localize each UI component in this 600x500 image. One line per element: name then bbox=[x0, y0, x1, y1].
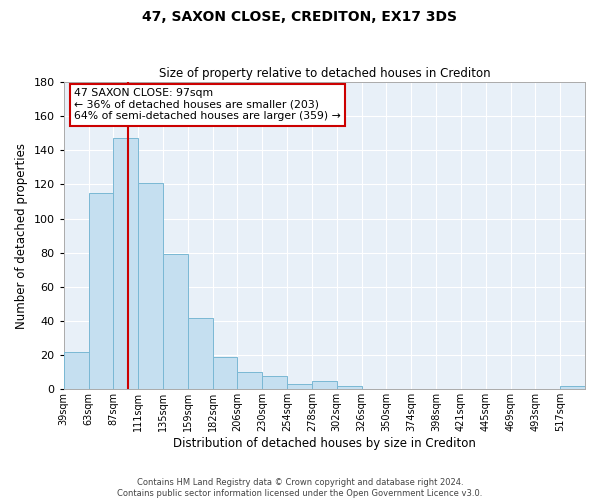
Bar bbox=[138, 183, 163, 390]
X-axis label: Distribution of detached houses by size in Crediton: Distribution of detached houses by size … bbox=[173, 437, 476, 450]
Bar bbox=[238, 372, 262, 390]
Text: Contains HM Land Registry data © Crown copyright and database right 2024.
Contai: Contains HM Land Registry data © Crown c… bbox=[118, 478, 482, 498]
Y-axis label: Number of detached properties: Number of detached properties bbox=[15, 142, 28, 328]
Bar bbox=[113, 138, 138, 390]
Bar bbox=[287, 384, 312, 390]
Bar bbox=[212, 357, 238, 390]
Bar bbox=[64, 352, 89, 390]
Bar bbox=[188, 318, 212, 390]
Bar bbox=[337, 386, 362, 390]
Title: Size of property relative to detached houses in Crediton: Size of property relative to detached ho… bbox=[158, 66, 490, 80]
Bar bbox=[312, 381, 337, 390]
Bar bbox=[89, 193, 113, 390]
Text: 47, SAXON CLOSE, CREDITON, EX17 3DS: 47, SAXON CLOSE, CREDITON, EX17 3DS bbox=[143, 10, 458, 24]
Bar bbox=[560, 386, 585, 390]
Bar bbox=[163, 254, 188, 390]
Text: 47 SAXON CLOSE: 97sqm
← 36% of detached houses are smaller (203)
64% of semi-det: 47 SAXON CLOSE: 97sqm ← 36% of detached … bbox=[74, 88, 341, 122]
Bar bbox=[262, 376, 287, 390]
